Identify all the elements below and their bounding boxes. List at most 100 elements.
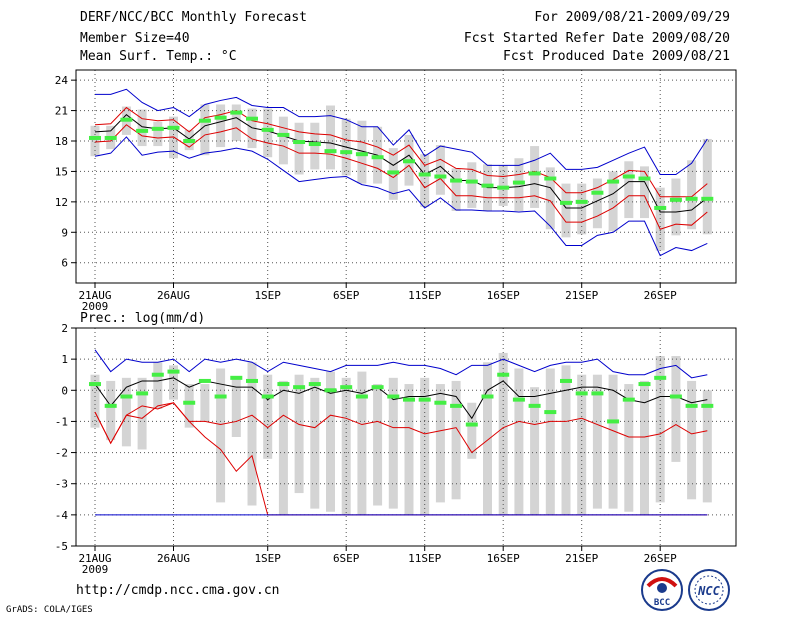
spread-box xyxy=(153,362,163,409)
spread-box xyxy=(231,104,241,141)
x-tick-label: 6SEP xyxy=(333,289,360,302)
ncc-logo-icon: NCC xyxy=(688,569,730,611)
series-line-lower-red xyxy=(94,124,708,230)
y-tick-label: -4 xyxy=(55,509,69,522)
median-marker xyxy=(701,196,714,201)
spread-box xyxy=(687,160,697,230)
median-marker xyxy=(89,135,101,140)
median-marker xyxy=(277,382,290,387)
spread-box xyxy=(263,108,273,158)
median-marker xyxy=(528,171,541,176)
y-tick-label: 6 xyxy=(61,257,68,270)
median-marker xyxy=(591,391,604,396)
median-marker xyxy=(701,403,714,408)
y-tick-label: 0 xyxy=(61,384,68,397)
median-marker xyxy=(183,400,196,405)
spread-box xyxy=(200,384,210,422)
median-marker xyxy=(434,174,447,179)
spread-box xyxy=(216,104,226,148)
spread-box xyxy=(420,377,430,515)
spread-box xyxy=(467,402,477,459)
spread-box xyxy=(483,362,492,515)
y-tick-label: -3 xyxy=(55,478,68,491)
median-marker xyxy=(622,397,635,402)
median-marker xyxy=(151,126,164,131)
x-tick-label: 26SEP xyxy=(644,289,677,302)
median-marker xyxy=(607,419,620,424)
spread-box xyxy=(326,105,335,170)
median-marker xyxy=(481,183,494,188)
median-marker xyxy=(387,394,400,399)
spread-box xyxy=(278,380,288,515)
median-marker xyxy=(685,196,698,201)
bcc-logo-icon: BCC xyxy=(641,569,683,611)
x-tick-label: 26SEP xyxy=(644,552,677,565)
spread-box xyxy=(592,178,602,229)
median-marker xyxy=(403,159,415,164)
spread-box xyxy=(341,377,351,515)
spread-box xyxy=(514,368,524,515)
series-line-mean xyxy=(94,113,708,213)
x-tick-label: 11SEP xyxy=(408,552,441,565)
median-marker xyxy=(246,116,258,121)
spread-box xyxy=(278,116,288,165)
median-marker xyxy=(544,410,557,415)
spread-box xyxy=(326,371,335,512)
median-marker xyxy=(481,394,494,399)
median-marker xyxy=(607,179,620,184)
spread-box xyxy=(169,365,178,400)
median-marker xyxy=(230,110,243,115)
spread-box xyxy=(121,377,131,447)
spread-box xyxy=(561,183,571,238)
median-marker xyxy=(418,172,431,177)
median-marker xyxy=(230,375,243,380)
y-tick-label: 24 xyxy=(55,74,69,87)
x-tick-label: 26AUG xyxy=(157,552,190,565)
x-tick-label: 1SEP xyxy=(254,552,281,565)
spread-box xyxy=(310,377,320,509)
median-marker xyxy=(104,403,117,408)
median-marker xyxy=(669,197,682,202)
median-marker xyxy=(136,128,149,133)
median-marker xyxy=(575,391,588,396)
spread-box xyxy=(608,374,618,509)
spread-box xyxy=(357,371,367,515)
median-marker xyxy=(654,375,667,380)
median-marker xyxy=(261,394,274,399)
median-marker xyxy=(465,179,478,184)
spread-box xyxy=(702,138,712,235)
series-line-upper xyxy=(94,349,708,379)
spread-box xyxy=(671,178,681,236)
median-marker xyxy=(308,142,321,147)
chart-title: DERF/NCC/BCC Monthly Forecast xyxy=(80,10,307,25)
bcc-logo-text: BCC xyxy=(654,598,670,608)
median-marker xyxy=(246,378,258,383)
spread-box xyxy=(561,365,571,515)
median-marker xyxy=(497,372,510,377)
median-marker xyxy=(403,397,415,402)
x-tick-label: 21AUG xyxy=(78,552,111,565)
median-marker xyxy=(340,385,353,390)
median-marker xyxy=(324,149,337,154)
median-marker xyxy=(591,190,604,195)
spread-box xyxy=(357,120,367,184)
spread-box xyxy=(90,374,100,428)
spread-box xyxy=(467,162,477,208)
spread-box xyxy=(310,122,320,170)
spread-box xyxy=(530,387,540,515)
series-line-lower-red-flat xyxy=(94,402,708,454)
median-marker xyxy=(575,199,588,204)
median-marker xyxy=(120,117,133,122)
variable-label: Mean Surf. Temp.: °C xyxy=(80,49,237,64)
median-marker xyxy=(120,394,133,399)
median-marker xyxy=(528,403,541,408)
median-marker xyxy=(512,180,525,185)
median-marker xyxy=(544,176,557,181)
source-url[interactable]: http://cmdp.ncc.cma.gov.cn xyxy=(76,583,280,598)
median-marker xyxy=(340,150,353,155)
median-marker xyxy=(622,174,635,179)
spread-box xyxy=(435,384,445,503)
spread-box xyxy=(640,380,649,515)
spread-box xyxy=(514,158,524,211)
